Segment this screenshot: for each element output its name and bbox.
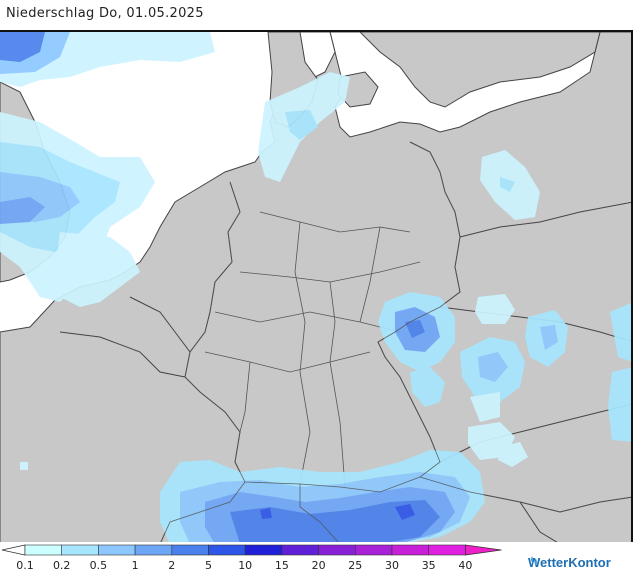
legend-swatch [24, 544, 63, 556]
wetterkontor-logo: WetterKontor [528, 555, 611, 570]
legend-arrow-low [1, 544, 26, 556]
legend-swatch [354, 544, 393, 556]
legend-color-bar [1, 544, 502, 556]
legend-label: 1 [131, 559, 139, 572]
legend-label: 5 [205, 559, 212, 572]
legend-label: 2 [168, 559, 176, 572]
land-sweden [359, 32, 601, 108]
state-borders [204, 211, 421, 488]
legend-swatch [208, 544, 246, 556]
legend-swatch [318, 544, 356, 556]
legend-labels: 0.1 0.2 0.5 1 2 5 10 15 20 25 30 35 40 [0, 559, 510, 575]
legend-label: 40 [458, 559, 473, 572]
precipitation-map [0, 30, 633, 542]
legend-label: 35 [421, 559, 436, 572]
legend-swatch [134, 544, 173, 556]
legend-label: 20 [311, 559, 326, 572]
legend-arrow-high [464, 544, 502, 556]
legend-label: 0.1 [16, 559, 34, 572]
legend-label: 25 [348, 559, 363, 572]
legend-swatch [61, 544, 99, 556]
legend-label: 30 [385, 559, 399, 572]
legend-swatch [428, 544, 466, 556]
legend-swatch [281, 544, 319, 556]
legend-swatch [244, 544, 283, 556]
legend-label: 0.5 [89, 559, 108, 572]
legend-label: 0.2 [52, 559, 71, 572]
legend-label: 10 [238, 559, 253, 572]
precipitation-legend: 0.1 0.2 0.5 1 2 5 10 15 20 25 30 35 40 WetterKontor [0, 542, 633, 580]
legend-swatch [171, 544, 209, 556]
raindrop-icon [531, 556, 537, 565]
legend-swatch [391, 544, 430, 556]
precipitation-layer [0, 32, 631, 542]
brand-name: WetterKontor [528, 555, 611, 570]
legend-swatch [98, 544, 136, 556]
map-title: Niederschlag Do, 01.05.2025 [6, 6, 204, 21]
legend-label: 15 [274, 559, 289, 572]
map-canvas [0, 32, 631, 542]
